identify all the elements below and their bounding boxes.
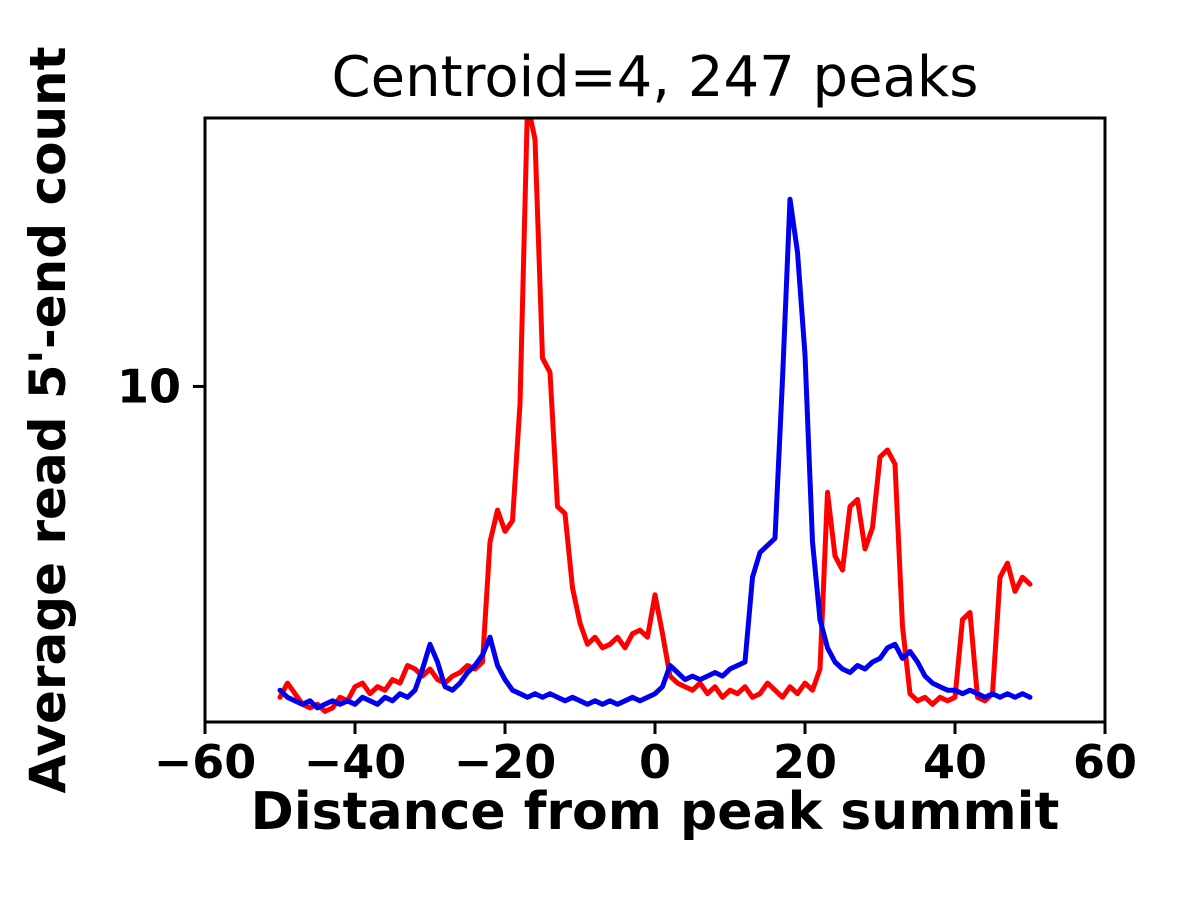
y-axis-label: Average read 5'-end count (19, 46, 77, 794)
x-tick-label: 0 (639, 735, 671, 789)
y-tick-label: 10 (117, 359, 181, 413)
series-group (277, 118, 1033, 714)
chart-title: Centroid=4, 247 peaks (331, 45, 979, 110)
series-line-red (277, 118, 1033, 714)
x-axis-label: Distance from peak summit (250, 782, 1060, 842)
x-tick-label: −60 (154, 735, 257, 789)
series-line-blue (277, 196, 1033, 711)
x-tick-label: −20 (454, 735, 557, 789)
x-tick-label: 40 (923, 735, 987, 789)
x-tick-label: 60 (1073, 735, 1137, 789)
x-tick-label: −40 (304, 735, 407, 789)
x-tick-label: 20 (773, 735, 837, 789)
